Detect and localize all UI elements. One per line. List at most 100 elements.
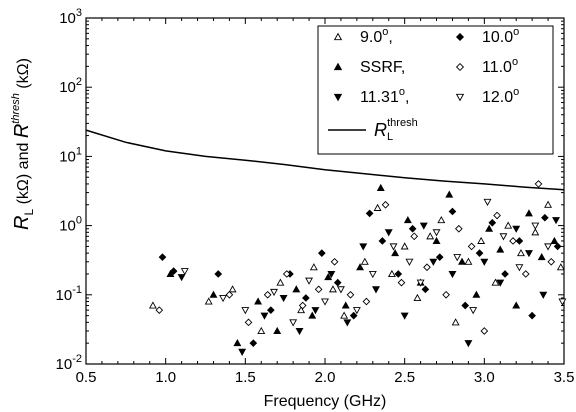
y-title-r: R	[11, 216, 33, 230]
data-point	[501, 270, 509, 278]
data-point	[389, 243, 398, 251]
data-point	[408, 224, 417, 233]
data-point	[329, 285, 337, 293]
data-point	[394, 270, 403, 278]
data-point	[544, 200, 553, 208]
data-point	[524, 209, 533, 217]
data-point	[480, 258, 489, 266]
y-title-unit: (kΩ)	[15, 174, 32, 205]
data-point	[537, 253, 546, 261]
data-point	[534, 180, 543, 188]
data-point	[241, 307, 250, 315]
x-axis-title: Frequency (GHz)	[264, 393, 387, 410]
y-tick-label: 10-1	[56, 284, 82, 304]
data-point	[445, 190, 454, 198]
data-point	[496, 245, 505, 253]
data-point	[180, 268, 189, 276]
data-point	[423, 263, 431, 272]
data-point	[455, 224, 463, 233]
data-point	[528, 311, 536, 320]
x-tick-label: 1.0	[155, 369, 176, 386]
data-point	[204, 297, 213, 305]
legend-marker	[333, 32, 343, 41]
data-point	[155, 306, 164, 314]
data-point	[515, 264, 524, 272]
data-point	[238, 348, 247, 356]
legend-label: 11.31o,	[360, 86, 409, 106]
data-point	[343, 319, 352, 327]
data-point	[340, 311, 349, 319]
data-point	[365, 209, 374, 218]
data-point	[496, 279, 505, 287]
legend-label: 11.0o	[482, 56, 518, 76]
x-tick-label: 0.5	[76, 369, 97, 386]
data-point	[403, 215, 412, 224]
data-point	[493, 211, 501, 220]
data-point	[279, 294, 288, 303]
data-point	[289, 319, 298, 327]
data-point	[314, 285, 323, 294]
data-point	[225, 290, 234, 299]
data-point	[552, 217, 560, 225]
data-point	[553, 242, 562, 251]
data-point	[419, 222, 428, 230]
series-0	[148, 200, 565, 334]
data-point	[458, 257, 466, 265]
data-point	[273, 326, 282, 334]
x-tick-label: 2.0	[315, 369, 336, 386]
series-5	[180, 198, 567, 327]
data-point	[413, 293, 422, 301]
data-point	[336, 286, 345, 294]
y-tick-label: 102	[59, 76, 82, 96]
data-point	[426, 232, 435, 240]
data-point	[512, 301, 521, 309]
data-point	[276, 278, 285, 286]
data-point	[257, 326, 266, 334]
x-tick-label: 3.5	[554, 369, 575, 386]
y-title-and: and	[15, 143, 32, 170]
x-tick-label: 1.5	[235, 369, 256, 386]
data-point	[309, 263, 318, 271]
data-point	[400, 312, 409, 320]
threshold-line	[85, 129, 565, 191]
data-point	[467, 242, 476, 251]
data-point	[464, 340, 473, 348]
data-point	[442, 290, 450, 299]
data-point	[384, 229, 393, 237]
data-point	[169, 267, 178, 275]
data-point	[429, 258, 438, 266]
data-point	[362, 297, 371, 306]
data-point	[461, 301, 470, 310]
data-point	[477, 236, 486, 244]
data-point	[233, 339, 242, 347]
y-tick-label: 10-2	[56, 353, 82, 373]
data-point	[341, 301, 350, 309]
data-point	[531, 222, 540, 230]
data-point	[451, 318, 460, 326]
data-point	[435, 253, 444, 261]
axis-ticks: 0.5 1.0 1.5 2.0 2.5 3.0 3.5 10-2 10-1 100 101 102 10…	[56, 7, 575, 386]
data-point	[260, 312, 269, 320]
data-point	[266, 306, 275, 314]
data-point	[360, 257, 369, 265]
data-point	[372, 286, 380, 294]
legend-label: SSRF,	[360, 59, 405, 76]
svg-text:RL (kΩ) and Rthresh (kΩ): RL (kΩ) and Rthresh (kΩ)	[10, 58, 36, 230]
data-point	[517, 249, 525, 257]
data-point	[448, 270, 457, 279]
data-point	[368, 270, 377, 279]
data-marks	[148, 180, 567, 356]
series-4	[177, 217, 560, 356]
data-point	[333, 278, 342, 287]
data-point	[400, 242, 409, 250]
data-point	[421, 285, 430, 294]
data-point	[249, 339, 258, 348]
data-point	[512, 225, 521, 233]
data-point	[550, 236, 559, 244]
data-point	[166, 269, 175, 277]
y-tick-label: 101	[59, 145, 82, 165]
data-point	[244, 318, 253, 327]
x-tick-label: 2.5	[394, 369, 415, 386]
data-point	[177, 274, 186, 282]
threshold-curve-group	[85, 129, 565, 191]
